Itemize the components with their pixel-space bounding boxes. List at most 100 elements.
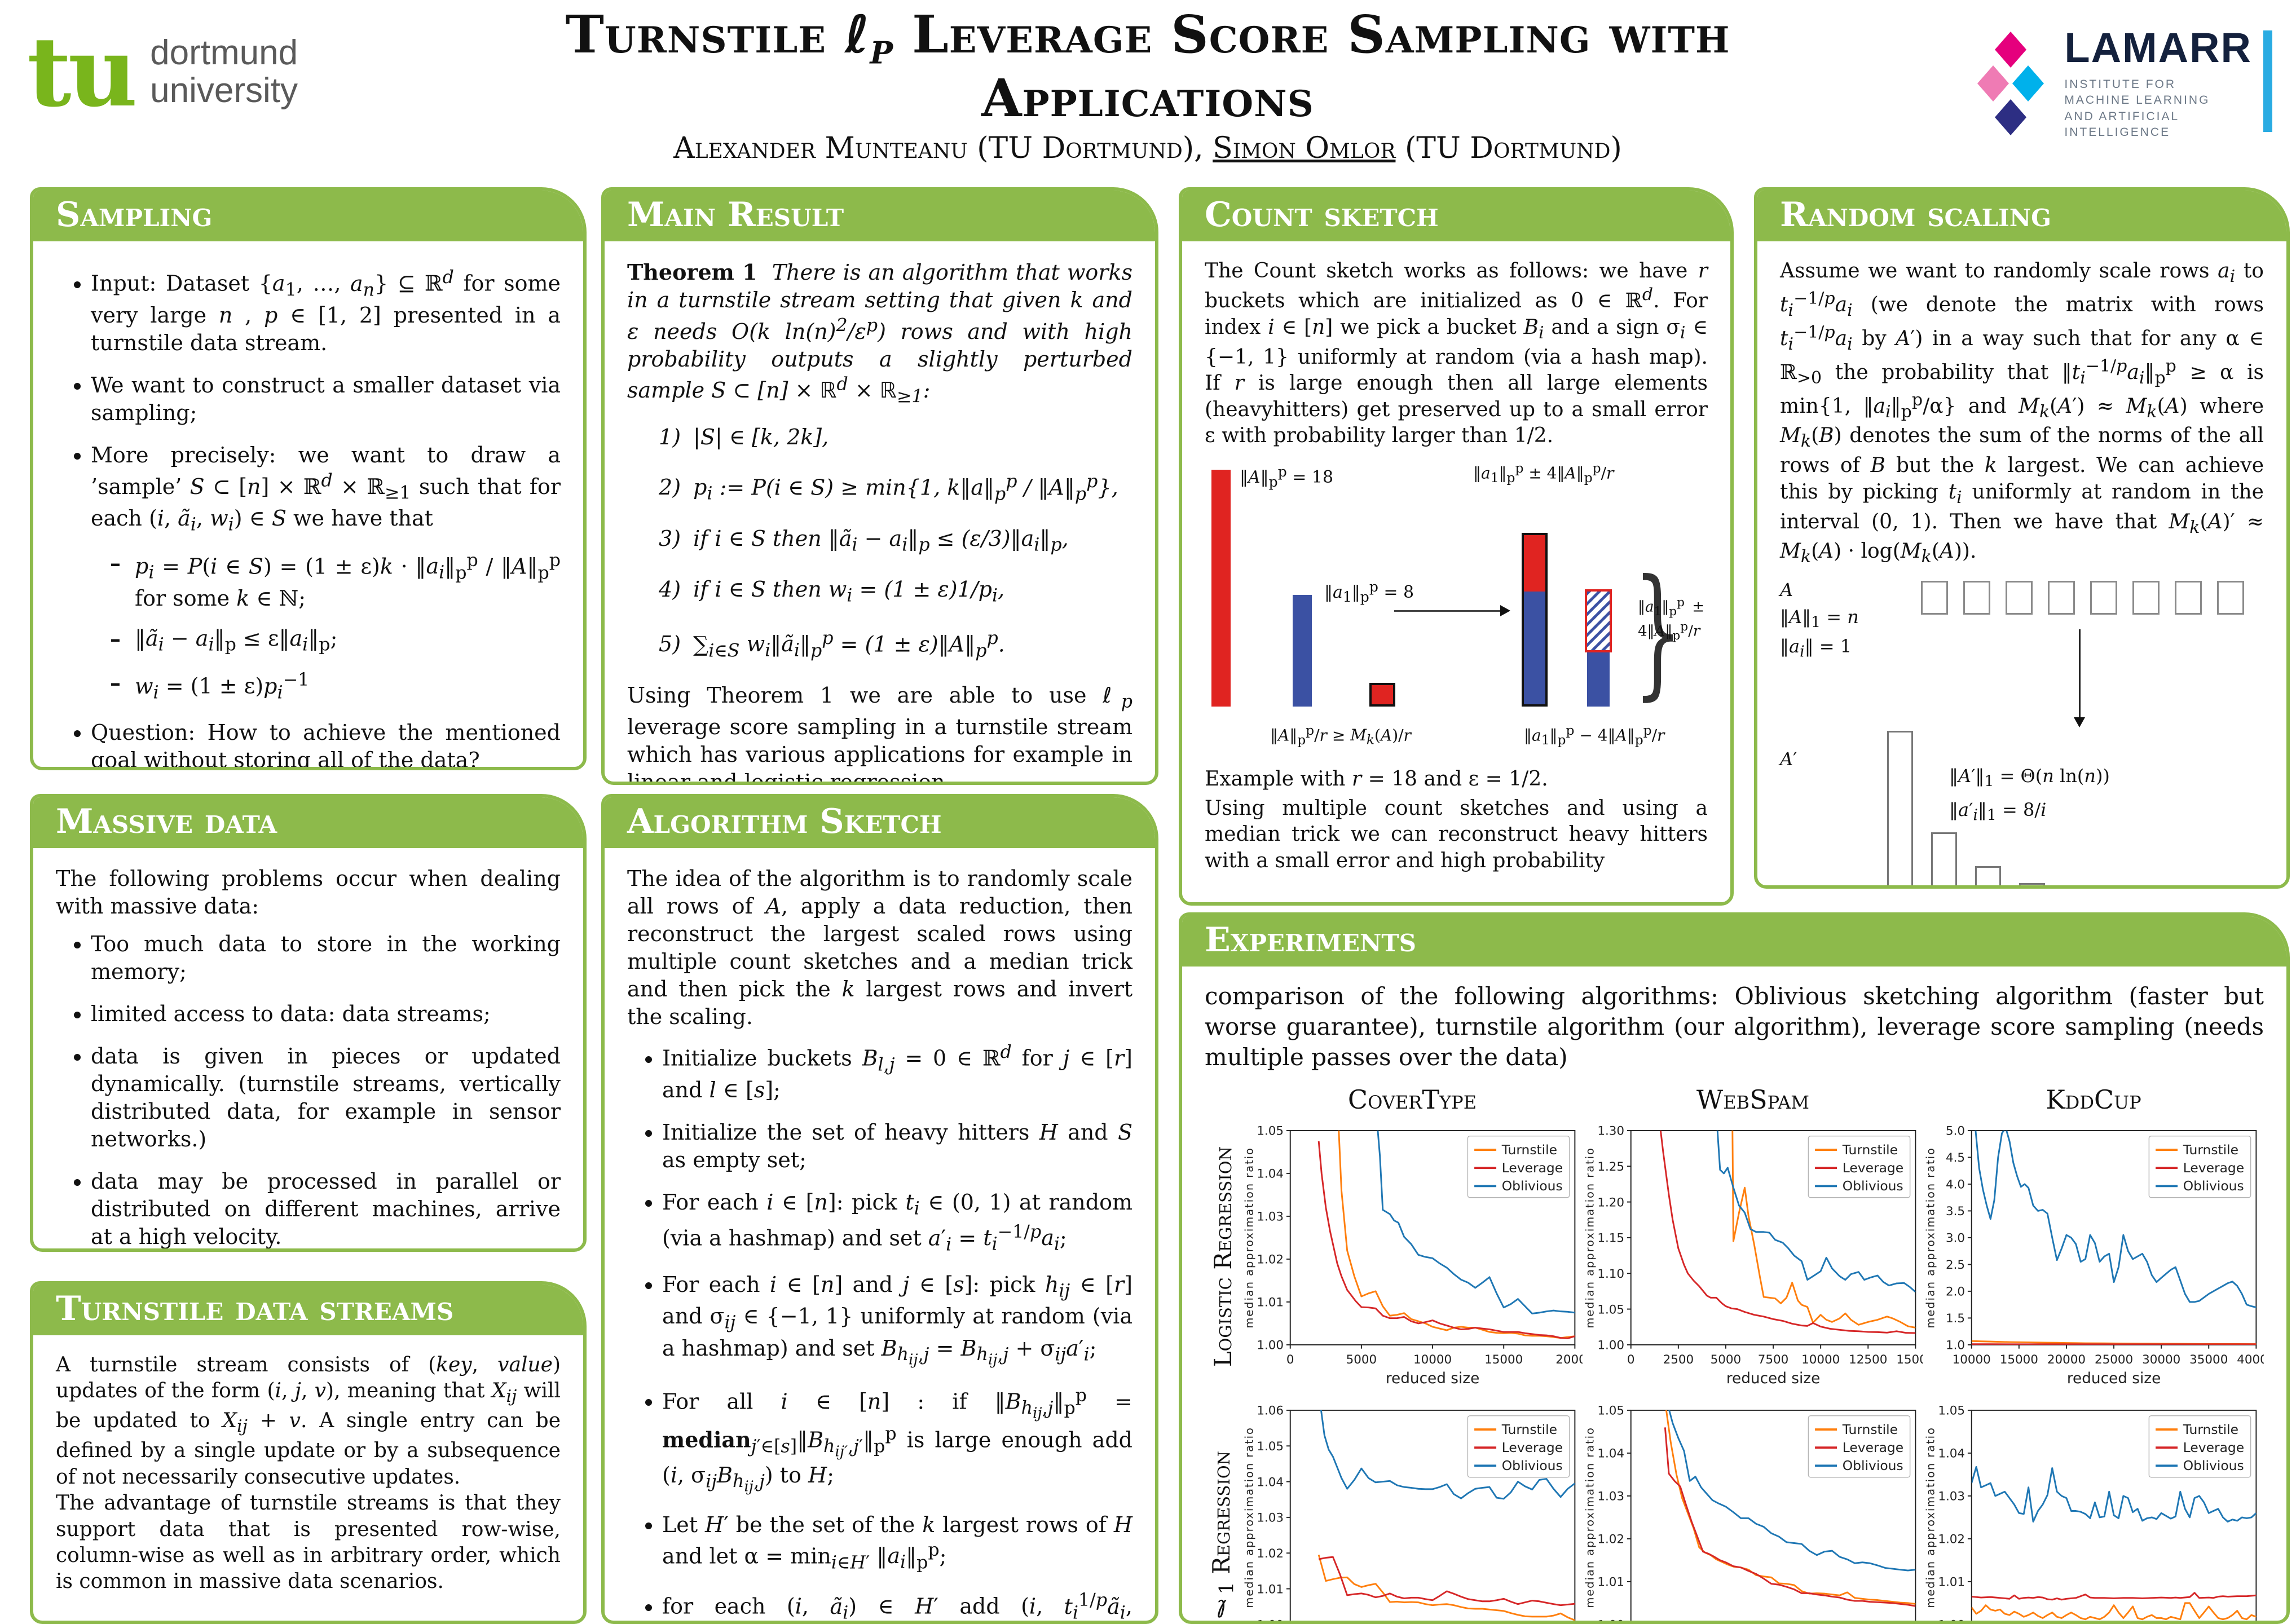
svg-text:1.05: 1.05 (1257, 1440, 1284, 1454)
list-item: More precisely: we want to draw a ’sampl… (91, 442, 561, 704)
diagram-caption: Example with r = 18 and ε = 1/2. (1205, 767, 1548, 791)
section-count-sketch-body: The Count sketch works as follows: we ha… (1182, 241, 1730, 902)
chart-l1-webspam: 02500500075001000012500150001.001.011.02… (1583, 1397, 1923, 1621)
paragraph: A turnstile stream consists of (key, val… (56, 1353, 561, 1489)
section-main-result-header: Main Result (605, 191, 1155, 241)
section-turnstile-streams: Turnstile data streams A turnstile strea… (30, 1281, 587, 1624)
svg-text:median approximation ratio: median approximation ratio (1583, 1427, 1596, 1608)
svg-text:30000: 30000 (2142, 1353, 2180, 1367)
list-item: Initialize buckets Bl,j = 0 ∈ ℝd for j ∈… (662, 1041, 1132, 1104)
section-main-result: Main Result Theorem 1 There is an algori… (601, 187, 1158, 785)
uniform-row-square (2132, 581, 2160, 615)
label-A-prime: A′ (1780, 748, 1797, 770)
svg-text:Turnstile: Turnstile (1501, 1141, 1557, 1157)
svg-text:1.02: 1.02 (1938, 1532, 1965, 1546)
svg-text:Leverage: Leverage (2183, 1159, 2244, 1175)
list-item-text: More precisely: we want to draw a ’sampl… (91, 443, 561, 535)
bar-full-norm (1211, 469, 1231, 707)
svg-text:1.03: 1.03 (1257, 1210, 1284, 1224)
svg-text:3.5: 3.5 (1946, 1204, 1965, 1219)
arrow-down-icon (2074, 629, 2085, 728)
lamarr-logo: LAMARR Institute for Machine Learning an… (1968, 27, 2272, 154)
lamarr-line: Intelligence (2064, 126, 2171, 139)
svg-text:1.05: 1.05 (1257, 1124, 1284, 1138)
svg-text:1.02: 1.02 (1597, 1532, 1624, 1546)
title-block: Turnstile ℓp Leverage Score Sampling wit… (527, 4, 1768, 165)
theorem-item: if i ∈ S then ‖ãi − ai‖p ≤ (ε/3)‖ai‖p, (693, 526, 1069, 555)
list-item: Question: How to achieve the mentioned g… (91, 719, 561, 767)
section-algorithm-sketch-body: The idea of the algorithm is to randomly… (605, 848, 1155, 1621)
scaled-row-bar (1931, 832, 1957, 885)
list-item: We want to construct a smaller dataset v… (91, 372, 561, 427)
svg-text:1.0: 1.0 (1946, 1338, 1965, 1352)
svg-text:4.0: 4.0 (1946, 1177, 1965, 1191)
svg-text:10000: 10000 (1413, 1353, 1452, 1367)
svg-text:1.04: 1.04 (1257, 1475, 1284, 1489)
chart-logistic-kddcup: 10000 15000 20000 25000 30000 35000 40000 1.0 1.… (1923, 1117, 2275, 1397)
svg-text:1.00: 1.00 (1257, 1618, 1284, 1624)
svg-text:1.00: 1.00 (1938, 1618, 1965, 1624)
bar-threshold (1369, 682, 1395, 707)
lamarr-diamonds-icon (1977, 32, 2044, 135)
bar-a1 (1293, 594, 1312, 707)
list-item: for each (i, ãi) ∈ H′ add (i, ti1/pãi, ‖… (662, 1589, 1132, 1621)
svg-text:1.03: 1.03 (1938, 1489, 1965, 1503)
uniform-row-square (1921, 581, 1948, 615)
scaled-row-bar (1975, 866, 2001, 885)
label-norm-a1: ‖a1‖pp = 8 (1324, 578, 1414, 605)
svg-text:Leverage: Leverage (1502, 1159, 1563, 1175)
svg-text:reduced size: reduced size (2067, 1370, 2161, 1387)
section-sampling-body: Input: Dataset {a1, …, an} ⊆ ℝd for some… (33, 241, 583, 767)
section-count-sketch-header: Count sketch (1182, 191, 1730, 241)
list-item: Let H′ be the set of the k largest rows … (662, 1511, 1132, 1574)
svg-text:median approximation ratio: median approximation ratio (1924, 1147, 1937, 1329)
svg-text:1.04: 1.04 (1597, 1446, 1624, 1460)
label-A: A (1780, 579, 1793, 601)
list-item: Input: Dataset {a1, …, an} ⊆ ℝd for some… (91, 266, 561, 357)
label-norm-A1: ‖A‖1 = n (1780, 606, 1859, 632)
svg-text:Oblivious: Oblivious (1502, 1458, 1563, 1473)
tu-dortmund-logo: tu dortmund university (27, 24, 298, 120)
section-turnstile-streams-header: Turnstile data streams (33, 1285, 583, 1335)
uniform-row-square (2090, 581, 2117, 615)
svg-text:1.10: 1.10 (1597, 1267, 1624, 1281)
svg-text:Leverage: Leverage (1502, 1439, 1563, 1455)
svg-text:5.0: 5.0 (1946, 1124, 1965, 1138)
lamarr-blue-bar (2263, 30, 2272, 132)
chart-l1-kddcup: 100001500020000250003000035000400001.001… (1923, 1397, 2264, 1624)
label-brace: ‖a1‖pp ± 4‖A‖pp/r (1638, 595, 1704, 643)
svg-text:5000: 5000 (1711, 1353, 1742, 1367)
svg-text:2.5: 2.5 (1946, 1258, 1965, 1272)
uniform-row-square (1963, 581, 1990, 615)
tu-logo-line1: dortmund (150, 33, 298, 73)
svg-text:15000: 15000 (1484, 1353, 1523, 1367)
section-algorithm-sketch: Algorithm Sketch The idea of the algorit… (601, 794, 1158, 1624)
label-upper: ‖a1‖pp ± 4‖A‖pp/r (1473, 460, 1614, 486)
paragraph: Using Theorem 1 we are able to use ℓp le… (627, 682, 1132, 785)
paragraph: comparison of the following algorithms: … (1205, 982, 2264, 1071)
svg-text:1.00: 1.00 (1597, 1338, 1624, 1352)
list-item: wi = (1 ± ε)pi−1 (110, 669, 561, 704)
poster-title: Turnstile ℓp Leverage Score Sampling wit… (565, 4, 1730, 129)
paragraph: The following problems occur when dealin… (56, 866, 561, 919)
svg-text:Oblivious: Oblivious (2183, 1458, 2244, 1473)
brace-icon: } (1633, 549, 1683, 713)
svg-text:15000: 15000 (2000, 1353, 2038, 1367)
section-massive-data-header: Massive data (33, 797, 583, 848)
svg-text:25000: 25000 (2095, 1353, 2133, 1367)
svg-text:1.5: 1.5 (1946, 1312, 1965, 1326)
tu-logo-wordmark: dortmund university (150, 34, 298, 110)
random-scaling-diagram: A ‖A‖1 = n ‖ai‖ = 1 A′ ‖A′‖1 = Θ(n ln(n)… (1780, 579, 2265, 885)
svg-text:1.00: 1.00 (1257, 1338, 1284, 1352)
lamarr-line: Institute for (2064, 78, 2176, 91)
lamarr-institute-lines: Institute for Machine Learning and Artif… (2064, 77, 2210, 140)
paragraph: The advantage of turnstile streams is th… (56, 1491, 561, 1594)
svg-text:1.01: 1.01 (1257, 1582, 1284, 1596)
theorem-item: ∑i∈S wi‖ãi‖pp = (1 ± ε)‖A‖pp. (693, 628, 1005, 661)
uniform-row-square (2217, 581, 2244, 615)
svg-text:3.0: 3.0 (1946, 1231, 1965, 1245)
svg-text:1.15: 1.15 (1597, 1231, 1624, 1245)
section-turnstile-streams-body: A turnstile stream consists of (key, val… (33, 1335, 583, 1621)
scaled-row-bar (1887, 731, 1913, 885)
